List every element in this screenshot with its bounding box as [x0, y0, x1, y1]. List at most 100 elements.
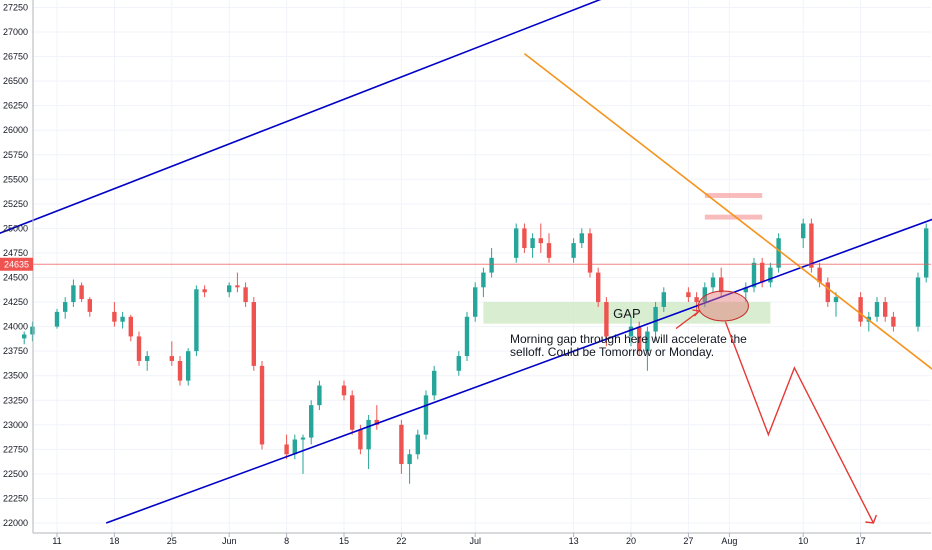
y-tick-label: 27000	[3, 27, 28, 37]
candle	[202, 285, 207, 298]
x-tick-label: Jul	[469, 536, 481, 546]
y-tick-label: 26750	[3, 52, 28, 62]
trend-lines	[0, 0, 932, 524]
candle-body	[145, 356, 150, 361]
candle-body	[833, 297, 839, 303]
candle-body	[87, 299, 92, 312]
candle	[530, 233, 535, 258]
zone-resistance-2	[704, 214, 763, 220]
candle	[341, 380, 347, 401]
candle-body	[407, 454, 412, 465]
candle	[522, 223, 527, 253]
candle-body	[292, 439, 297, 455]
y-tick-label: 25000	[3, 223, 28, 233]
y-tick-label: 22500	[3, 469, 28, 479]
candle	[300, 434, 306, 474]
x-tick-label: 11	[52, 536, 61, 546]
candle	[571, 238, 576, 263]
candle-body	[743, 287, 748, 293]
candle	[915, 272, 921, 332]
candle-body	[579, 233, 584, 244]
candle-body	[235, 285, 240, 288]
candle-body	[464, 316, 470, 357]
y-tick-label: 22250	[3, 493, 28, 503]
candle	[251, 297, 256, 371]
trend-line-channel-upper	[0, 0, 602, 235]
candle	[284, 434, 289, 460]
candle	[63, 297, 68, 319]
candle-body	[587, 233, 593, 273]
x-tick-label: Jun	[222, 536, 237, 546]
candle-body	[341, 385, 347, 396]
candle	[801, 218, 806, 249]
candle-body	[637, 326, 642, 352]
candle-body	[177, 360, 183, 381]
candle-body	[628, 326, 634, 337]
candle	[538, 223, 543, 253]
candle-body	[571, 243, 576, 258]
candle-body	[399, 424, 404, 465]
candle-body	[686, 292, 691, 298]
candle	[514, 223, 519, 263]
candle-body	[710, 277, 716, 288]
x-tick-label: 18	[109, 536, 119, 546]
candle	[489, 248, 494, 278]
candle-body	[120, 316, 125, 322]
y-tick-label: 24500	[3, 273, 28, 283]
candle	[924, 223, 929, 283]
candle	[628, 316, 634, 347]
candle	[579, 228, 584, 249]
trend-line-channel-lower	[105, 218, 932, 524]
candle-body	[661, 292, 666, 307]
candle-body	[874, 302, 880, 317]
y-tick-label: 25250	[3, 199, 28, 209]
last-price-badge	[0, 257, 33, 271]
candle-body	[604, 302, 609, 337]
zone-resistance-1	[704, 193, 763, 198]
breakout-ellipse	[697, 290, 749, 322]
candle-body	[538, 238, 543, 244]
candle-body	[751, 262, 757, 288]
candle-body	[169, 356, 174, 361]
candle-body	[415, 434, 420, 455]
candle	[407, 449, 412, 484]
candle-body	[251, 302, 256, 366]
candle-body	[473, 287, 478, 317]
candle	[883, 297, 888, 322]
candle-body	[809, 223, 814, 268]
candle-body	[522, 228, 527, 249]
x-tick-label: 15	[339, 536, 349, 546]
candle-body	[309, 405, 314, 438]
candle-body	[366, 419, 371, 450]
candle-body	[694, 297, 699, 303]
candle	[776, 233, 781, 273]
candle	[719, 267, 724, 298]
candle	[473, 282, 478, 322]
candle-body	[374, 419, 379, 425]
candle	[423, 390, 429, 440]
candle-body	[227, 285, 232, 293]
candle	[546, 233, 552, 263]
candle-body	[776, 238, 781, 268]
candle-body	[136, 336, 142, 361]
candle-body	[760, 262, 765, 283]
candle-body	[432, 370, 437, 396]
candle	[22, 331, 27, 345]
y-tick-label: 24250	[3, 297, 28, 307]
candle	[243, 282, 248, 307]
trend-line-downtrend	[523, 52, 932, 370]
candle-body	[79, 285, 84, 300]
candle-body	[883, 302, 888, 317]
candle	[891, 311, 896, 332]
candle-body	[653, 306, 658, 332]
candle-body	[243, 287, 248, 303]
y-tick-label: 25750	[3, 150, 28, 160]
y-tick-label: 26500	[3, 76, 28, 86]
zone-label: GAP	[613, 306, 640, 321]
candle	[874, 297, 880, 322]
candle	[292, 434, 297, 460]
